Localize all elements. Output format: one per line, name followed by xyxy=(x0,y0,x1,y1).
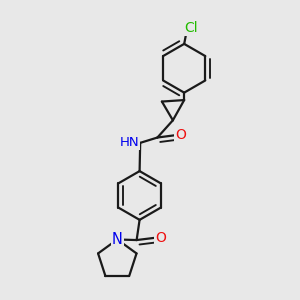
Text: O: O xyxy=(155,231,166,245)
Text: Cl: Cl xyxy=(184,21,197,35)
Text: N: N xyxy=(112,232,123,247)
Text: HN: HN xyxy=(119,136,139,149)
Text: O: O xyxy=(175,128,186,142)
